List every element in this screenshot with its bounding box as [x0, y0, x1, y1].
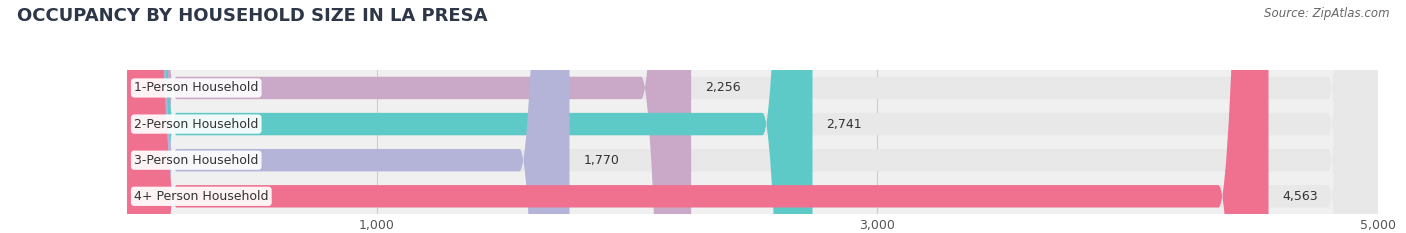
FancyBboxPatch shape [127, 0, 692, 233]
FancyBboxPatch shape [127, 0, 1378, 233]
FancyBboxPatch shape [127, 0, 813, 233]
Text: 3-Person Household: 3-Person Household [134, 154, 259, 167]
FancyBboxPatch shape [127, 0, 1378, 233]
Text: OCCUPANCY BY HOUSEHOLD SIZE IN LA PRESA: OCCUPANCY BY HOUSEHOLD SIZE IN LA PRESA [17, 7, 488, 25]
Text: 2,741: 2,741 [827, 118, 862, 130]
Text: 4+ Person Household: 4+ Person Household [134, 190, 269, 203]
FancyBboxPatch shape [127, 0, 1378, 233]
Text: 4,563: 4,563 [1282, 190, 1317, 203]
FancyBboxPatch shape [127, 0, 569, 233]
Text: Source: ZipAtlas.com: Source: ZipAtlas.com [1264, 7, 1389, 20]
FancyBboxPatch shape [127, 0, 1268, 233]
Text: 1,770: 1,770 [583, 154, 619, 167]
Text: 2,256: 2,256 [704, 82, 741, 94]
Text: 2-Person Household: 2-Person Household [134, 118, 259, 130]
Text: 1-Person Household: 1-Person Household [134, 82, 259, 94]
FancyBboxPatch shape [127, 0, 1378, 233]
